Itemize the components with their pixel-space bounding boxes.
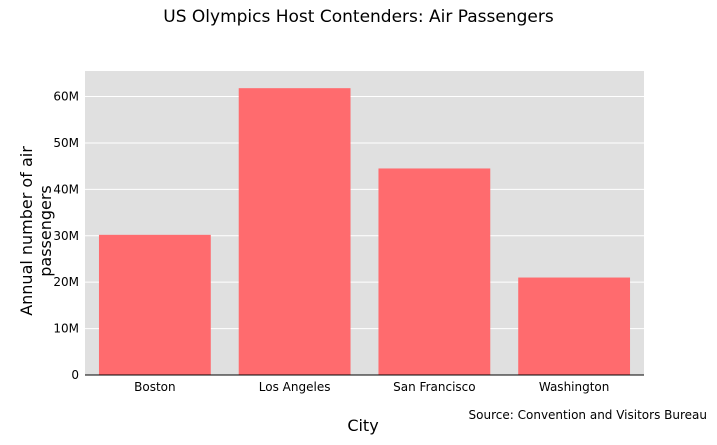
x-tick-label: Boston xyxy=(134,380,175,394)
y-tick-label: 20M xyxy=(53,275,79,289)
y-tick-label: 50M xyxy=(53,136,79,150)
bar-los-angeles xyxy=(238,88,351,375)
chart-title: US Olympics Host Contenders: Air Passeng… xyxy=(163,7,554,27)
bars xyxy=(98,88,631,375)
y-axis-label: Annual number of air passengers xyxy=(17,146,55,316)
bar-washington xyxy=(518,277,631,375)
y-tick-label: 10M xyxy=(53,322,79,336)
y-tick-label: 0 xyxy=(71,368,79,382)
x-tick-label: Los Angeles xyxy=(259,380,331,394)
x-axis-label: City xyxy=(347,416,379,435)
y-tick-labels: 0 10M 20M 30M 40M 50M 60M xyxy=(53,90,79,382)
x-tick-label: San Francisco xyxy=(393,380,475,394)
y-tick-label: 40M xyxy=(53,182,79,196)
source-annotation: Source: Convention and Visitors Bureau xyxy=(468,408,707,422)
x-tick-label: Washington xyxy=(539,380,610,394)
bar-san-francisco xyxy=(378,168,491,375)
x-tick-labels: Boston Los Angeles San Francisco Washington xyxy=(134,380,609,394)
y-tick-label: 60M xyxy=(53,90,79,104)
y-tick-label: 30M xyxy=(53,229,79,243)
bar-boston xyxy=(98,234,211,375)
